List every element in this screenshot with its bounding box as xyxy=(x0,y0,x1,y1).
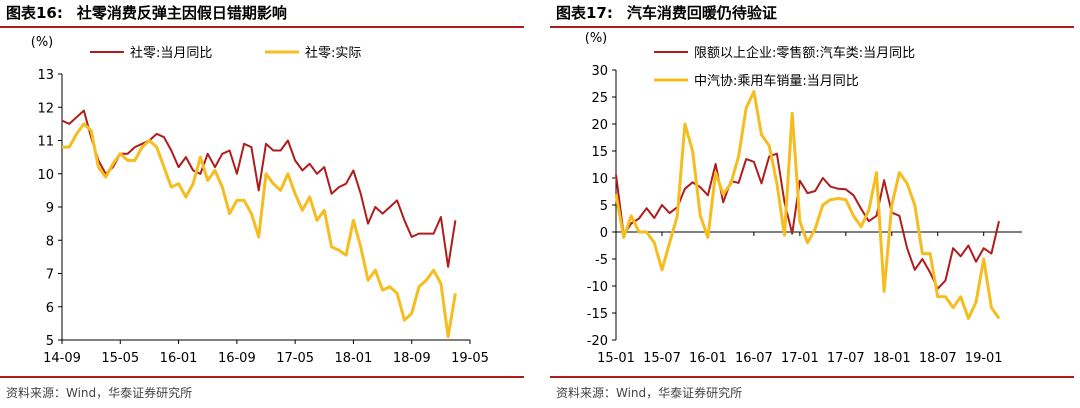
x-tick-label: 18-01 xyxy=(335,351,373,366)
y-tick-label: 25 xyxy=(591,91,608,106)
y-tick-label: 13 xyxy=(37,68,54,83)
y-axis-unit: (%) xyxy=(31,35,54,50)
x-tick-label: 16-01 xyxy=(160,351,198,366)
line-chart-17: -20 -15 -10 -5 0 5 10 15 20 25 30 15-01 15-07 16-01 16… xyxy=(585,31,1022,366)
x-tick-label: 16-01 xyxy=(689,351,727,366)
x-tick-label: 15-05 xyxy=(101,351,139,366)
series-line-1 xyxy=(615,152,1000,290)
figure-number: 图表17: xyxy=(556,4,613,22)
source-rule xyxy=(0,376,524,378)
y-tick-label: 5 xyxy=(46,334,54,349)
y-tick-label: 8 xyxy=(46,234,54,249)
x-tick-label: 17-01 xyxy=(781,351,819,366)
x-tick-label: 16-07 xyxy=(735,351,773,366)
y-tick-label: 7 xyxy=(46,268,54,283)
y-tick-label: 11 xyxy=(37,135,54,150)
x-tick-label: 15-01 xyxy=(597,351,635,366)
x-tick-label: 16-09 xyxy=(218,351,256,366)
x-tick-label: 18-01 xyxy=(873,351,911,366)
y-tick-label: 5 xyxy=(600,199,608,214)
y-tick-label: 12 xyxy=(37,101,54,116)
x-tick-label: 14-09 xyxy=(43,351,81,366)
figure-title: 社零消费反弹主因假日错期影响 xyxy=(76,4,287,22)
legend-label-1: 社零:当月同比 xyxy=(130,45,212,61)
series-line-2 xyxy=(62,122,457,339)
y-tick-label: 6 xyxy=(46,301,54,316)
chart-title: 图表16: 社零消费反弹主因假日错期影响 xyxy=(6,2,287,23)
figure-number: 图表16: xyxy=(6,4,63,22)
y-tick-label: 30 xyxy=(591,64,608,79)
y-tick-label: 9 xyxy=(46,201,54,216)
x-tick-label: 18-09 xyxy=(393,351,431,366)
source-rule xyxy=(550,376,1074,378)
x-tick-label: 19-01 xyxy=(965,351,1003,366)
chart-title: 图表17: 汽车消费回暖仍待验证 xyxy=(556,2,777,23)
series-line-2 xyxy=(614,90,1001,320)
x-tick-label: 17-05 xyxy=(276,351,314,366)
x-tick-label: 15-07 xyxy=(643,351,681,366)
y-tick-label: -10 xyxy=(587,280,608,295)
figure-title: 汽车消费回暖仍待验证 xyxy=(626,4,777,22)
y-tick-label: 10 xyxy=(37,168,54,183)
legend-label-2: 中汽协:乘用车销量:当月同比 xyxy=(694,73,859,89)
y-tick-label: 20 xyxy=(591,118,608,133)
y-tick-label: 10 xyxy=(591,172,608,187)
y-tick-label: 15 xyxy=(591,145,608,160)
title-rule xyxy=(0,26,524,28)
source-note: 资料来源：Wind，华泰证券研究所 xyxy=(556,386,743,400)
y-tick-label: -5 xyxy=(595,253,608,268)
x-tick-label: 19-05 xyxy=(451,351,489,366)
series-line-1 xyxy=(61,109,457,268)
y-tick-label: -20 xyxy=(587,334,608,349)
legend-label-1: 限额以上企业:零售额:汽车类:当月同比 xyxy=(694,45,915,61)
title-rule xyxy=(550,26,1074,28)
line-chart-16: 5 6 7 8 9 10 11 12 13 14-09 15-05 16-01 16-09 17-05 18… xyxy=(31,35,489,366)
y-tick-label: 0 xyxy=(600,226,608,241)
x-tick-label: 18-07 xyxy=(919,351,957,366)
y-tick-label: -15 xyxy=(587,307,608,322)
x-tick-label: 17-07 xyxy=(827,351,865,366)
y-axis-unit: (%) xyxy=(585,31,608,46)
source-note: 资料来源：Wind，华泰证券研究所 xyxy=(6,386,193,400)
legend-label-2: 社零:实际 xyxy=(305,45,361,61)
